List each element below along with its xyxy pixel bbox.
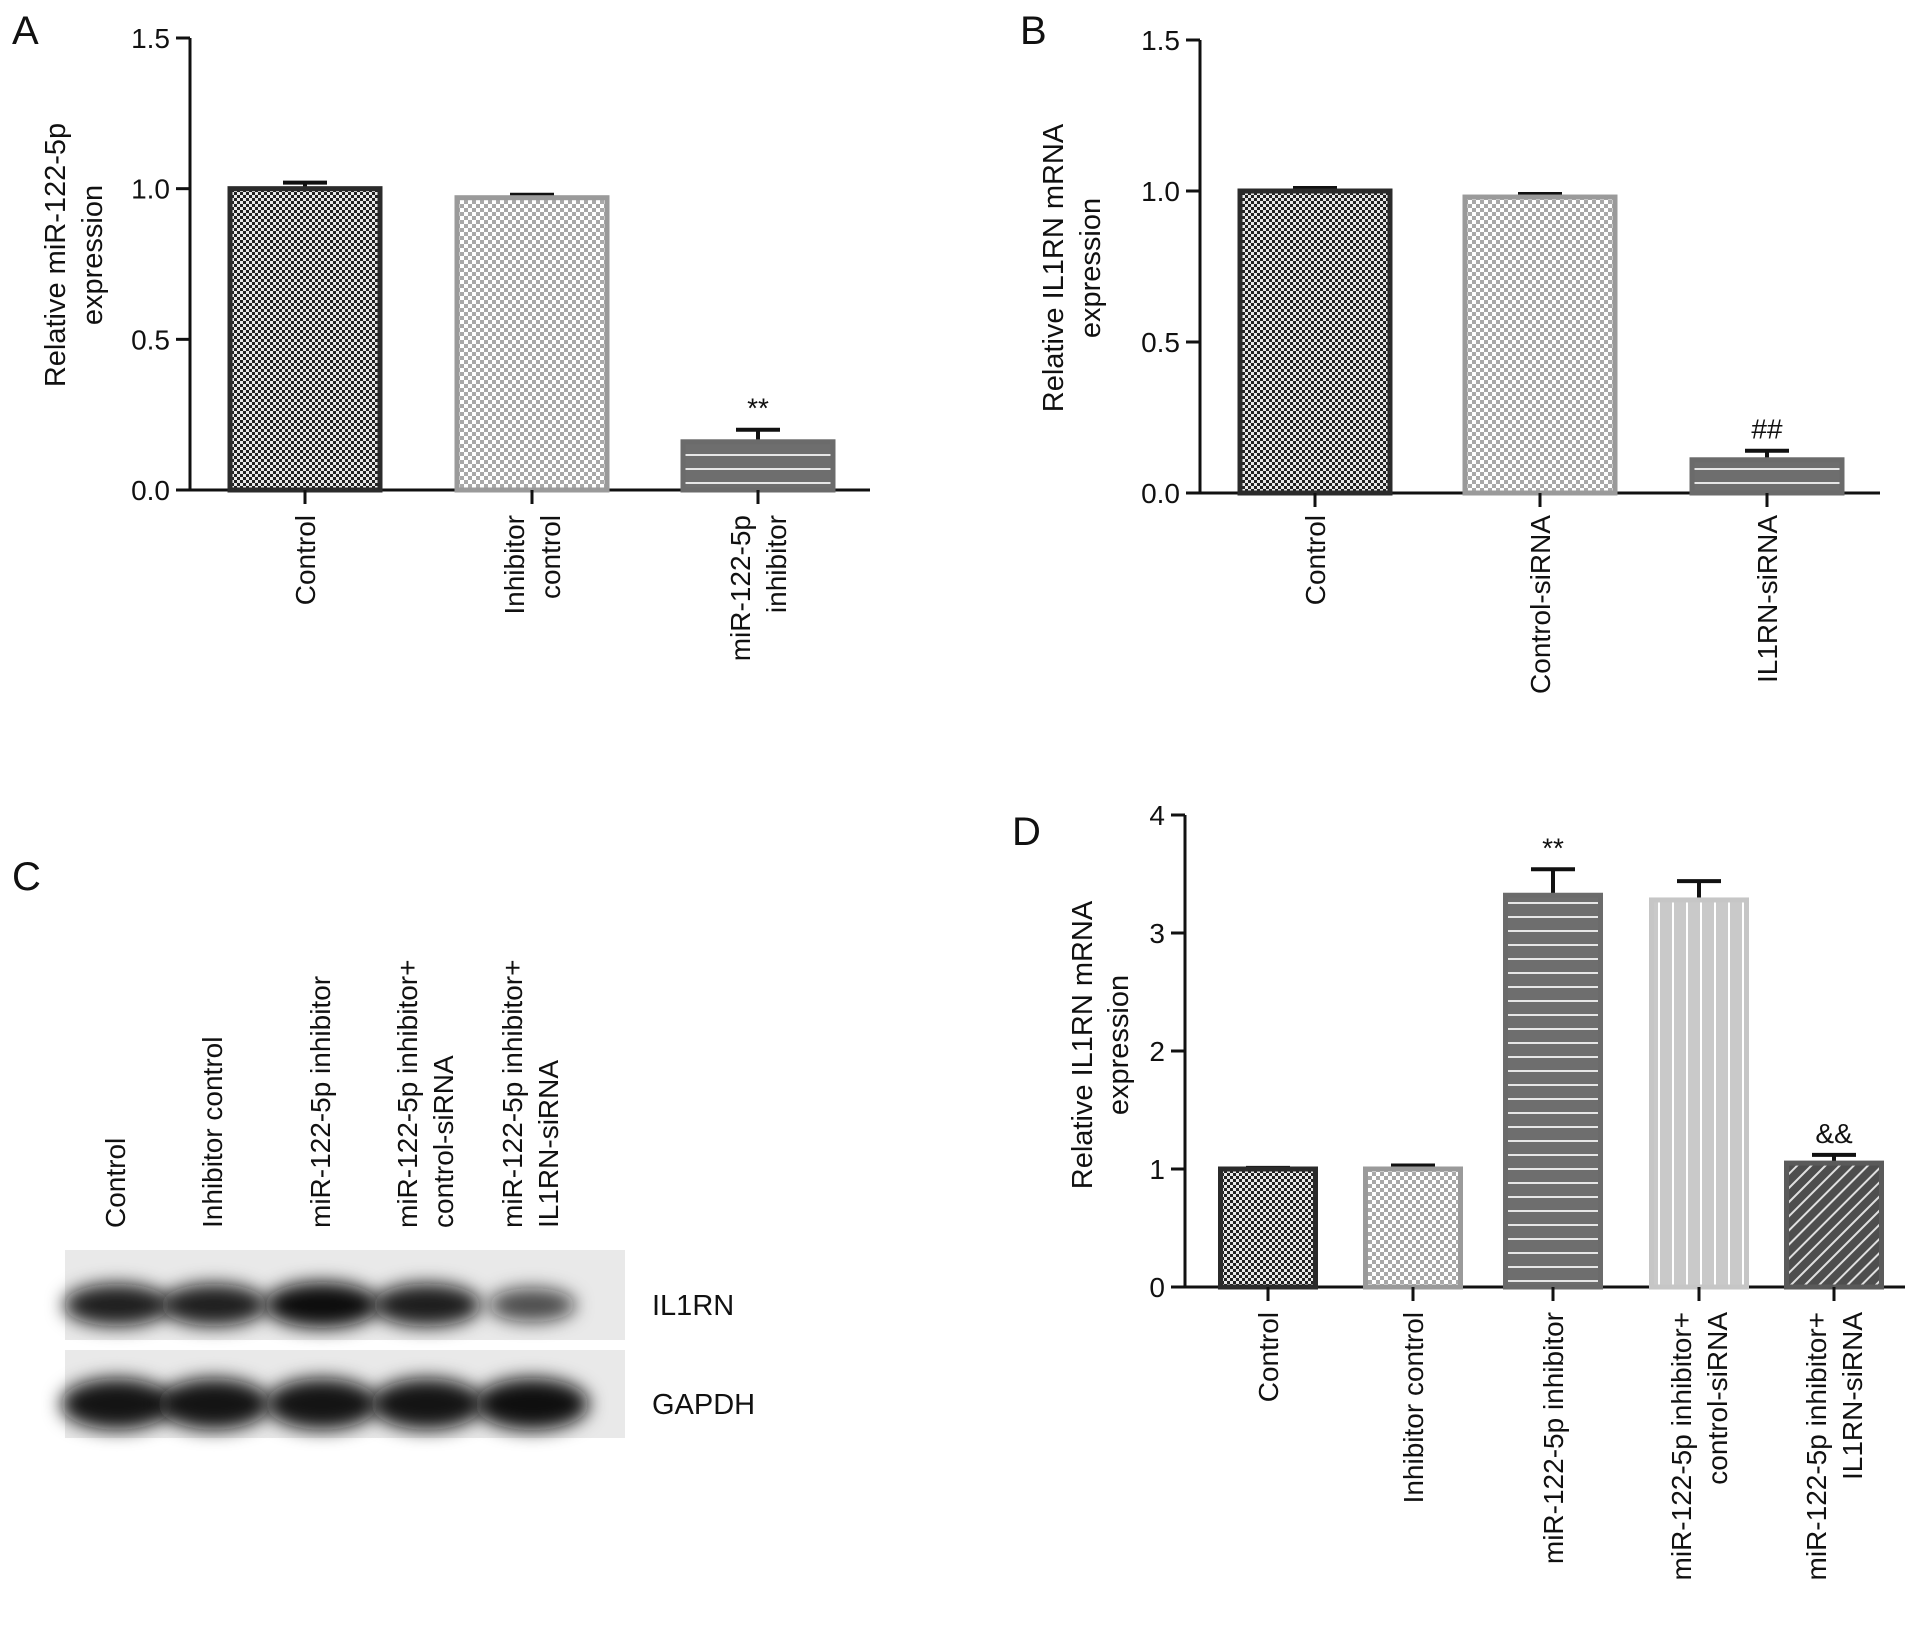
category-label: Control xyxy=(290,515,321,605)
category-label: Control xyxy=(1253,1312,1284,1402)
blot-lane-label: control-siRNA xyxy=(428,1055,459,1228)
y-tick-label: 1.0 xyxy=(1141,176,1180,207)
blot-lane-label: miR-122-5p inhibitor+ xyxy=(497,960,528,1228)
chart-panel-b: 0.0 0.5 1.0 1.5 Relative IL1RN mRNA expressio… xyxy=(1038,25,1880,694)
y-tick-label: 1.0 xyxy=(131,174,170,205)
category-label: inhibitor xyxy=(761,515,792,613)
blot-band-label: GAPDH xyxy=(652,1389,755,1421)
panel-letter-c: C xyxy=(12,855,41,899)
category-label: control-siRNA xyxy=(1702,1312,1733,1485)
y-tick-label: 1 xyxy=(1149,1154,1165,1185)
blot-band xyxy=(60,1378,174,1430)
bar xyxy=(680,439,836,493)
chart-panel-a: 0.0 0.5 1.0 1.5 Relative miR-122-5p expressio… xyxy=(40,23,870,661)
bar xyxy=(1689,457,1845,496)
blot-band xyxy=(370,1378,484,1430)
chart-panel-d: 0 1 2 3 4 Relative IL1RN mRNA expression Contro… xyxy=(1067,800,1905,1580)
bar xyxy=(1363,1166,1463,1290)
bar xyxy=(1649,897,1749,1290)
significance-label: && xyxy=(1815,1118,1853,1149)
category-label: IL1RN-siRNA xyxy=(1752,515,1783,683)
category-label: Control-siRNA xyxy=(1525,515,1556,694)
blot-band xyxy=(475,1377,589,1431)
y-tick-label: 1.5 xyxy=(131,23,170,54)
y-tick-label: 0.5 xyxy=(131,324,170,355)
significance-label: ** xyxy=(747,393,769,424)
y-tick-label: 0.0 xyxy=(1141,478,1180,509)
y-tick-label: 4 xyxy=(1149,800,1165,831)
blot-band-label: IL1RN xyxy=(652,1290,734,1322)
category-label: Inhibitor xyxy=(499,515,530,615)
blot-lane-label: Inhibitor control xyxy=(197,1037,228,1228)
y-tick-label: 1.5 xyxy=(1141,25,1180,56)
bar xyxy=(1462,194,1618,496)
blot-lane-label: Control xyxy=(100,1138,131,1228)
category-label: miR-122-5p inhibitor xyxy=(1538,1312,1569,1564)
blot-band xyxy=(264,1282,380,1328)
blot-lane-label: miR-122-5p inhibitor+ xyxy=(392,960,423,1228)
bar xyxy=(1237,188,1393,496)
y-tick-label: 0.0 xyxy=(131,475,170,506)
category-label: miR-122-5p inhibitor+ xyxy=(1666,1312,1697,1580)
category-label: control xyxy=(535,515,566,599)
y-tick-label: 0.5 xyxy=(1141,327,1180,358)
y-tick-label: 2 xyxy=(1149,1036,1165,1067)
category-label: miR-122-5p inhibitor+ xyxy=(1801,1312,1832,1580)
category-label: Control xyxy=(1300,515,1331,605)
significance-label: ** xyxy=(1542,832,1564,863)
bar xyxy=(227,186,383,493)
y-axis-title: Relative miR-122-5p xyxy=(40,123,72,387)
y-axis-title: expression xyxy=(1075,198,1107,338)
blot-band xyxy=(372,1283,482,1327)
category-label: IL1RN-siRNA xyxy=(1837,1312,1868,1480)
blot-band xyxy=(488,1288,576,1322)
y-axis-title: expression xyxy=(1103,975,1135,1115)
y-axis-title: Relative IL1RN mRNA xyxy=(1067,900,1099,1189)
western-blot: Control Inhibitor control miR-122-5p inhib… xyxy=(60,960,755,1438)
y-axis-title: Relative IL1RN mRNA xyxy=(1038,123,1070,412)
blot-lane-label: IL1RN-siRNA xyxy=(533,1060,564,1228)
panel-letter-a: A xyxy=(12,9,39,53)
category-label: Inhibitor control xyxy=(1398,1312,1429,1503)
blot-band xyxy=(157,1378,271,1430)
y-tick-label: 0 xyxy=(1149,1272,1165,1303)
blot-band xyxy=(265,1378,379,1430)
y-tick-label: 3 xyxy=(1149,918,1165,949)
significance-label: ## xyxy=(1751,414,1783,445)
bar xyxy=(1218,1166,1318,1290)
blot-band xyxy=(63,1283,171,1327)
panel-letter-b: B xyxy=(1020,9,1047,53)
bar xyxy=(1784,1160,1884,1290)
category-label: miR-122-5p xyxy=(725,515,756,661)
blot-lane-label: miR-122-5p inhibitor xyxy=(305,976,336,1228)
y-axis-title: expression xyxy=(77,185,109,325)
blot-band xyxy=(160,1283,268,1327)
bar xyxy=(454,195,610,493)
bar xyxy=(1503,892,1603,1290)
panel-letter-d: D xyxy=(1012,810,1041,854)
